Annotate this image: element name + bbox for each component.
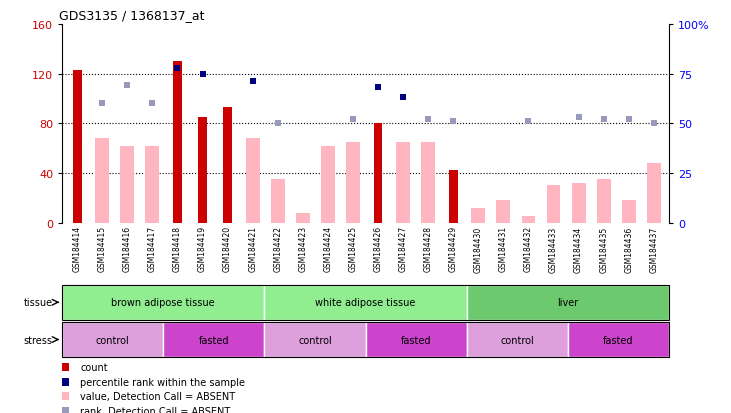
- Text: fasted: fasted: [603, 335, 634, 345]
- Bar: [62, 285, 265, 320]
- Text: GDS3135 / 1368137_at: GDS3135 / 1368137_at: [59, 9, 205, 22]
- Bar: [265, 322, 366, 357]
- Text: fasted: fasted: [401, 335, 431, 345]
- Bar: [145, 146, 159, 223]
- Bar: [62, 322, 163, 357]
- Bar: [647, 164, 661, 223]
- Bar: [396, 142, 410, 223]
- Bar: [265, 285, 466, 320]
- Bar: [568, 322, 669, 357]
- Bar: [466, 322, 568, 357]
- Bar: [95, 139, 109, 223]
- Bar: [596, 180, 610, 223]
- Text: rank, Detection Call = ABSENT: rank, Detection Call = ABSENT: [80, 406, 230, 413]
- Bar: [374, 124, 382, 223]
- Bar: [522, 217, 535, 223]
- Text: tissue: tissue: [23, 297, 53, 308]
- Bar: [73, 71, 82, 223]
- Text: control: control: [500, 335, 534, 345]
- Bar: [496, 201, 510, 223]
- Text: brown adipose tissue: brown adipose tissue: [111, 297, 215, 308]
- Bar: [471, 208, 485, 223]
- Bar: [271, 180, 284, 223]
- Text: control: control: [96, 335, 129, 345]
- Bar: [466, 285, 669, 320]
- Bar: [622, 201, 636, 223]
- Bar: [163, 322, 265, 357]
- Bar: [246, 139, 260, 223]
- Bar: [296, 213, 310, 223]
- Text: liver: liver: [557, 297, 578, 308]
- Bar: [572, 183, 586, 223]
- Bar: [121, 146, 135, 223]
- Text: fasted: fasted: [199, 335, 229, 345]
- Text: count: count: [80, 362, 108, 373]
- Bar: [198, 118, 207, 223]
- Bar: [421, 142, 435, 223]
- Bar: [449, 171, 458, 223]
- Bar: [321, 146, 335, 223]
- Bar: [346, 142, 360, 223]
- Text: percentile rank within the sample: percentile rank within the sample: [80, 377, 246, 387]
- Bar: [547, 186, 561, 223]
- Text: stress: stress: [24, 335, 53, 345]
- Bar: [173, 62, 182, 223]
- Text: white adipose tissue: white adipose tissue: [315, 297, 416, 308]
- Text: value, Detection Call = ABSENT: value, Detection Call = ABSENT: [80, 392, 235, 401]
- Bar: [223, 108, 232, 223]
- Text: control: control: [298, 335, 332, 345]
- Bar: [366, 322, 466, 357]
